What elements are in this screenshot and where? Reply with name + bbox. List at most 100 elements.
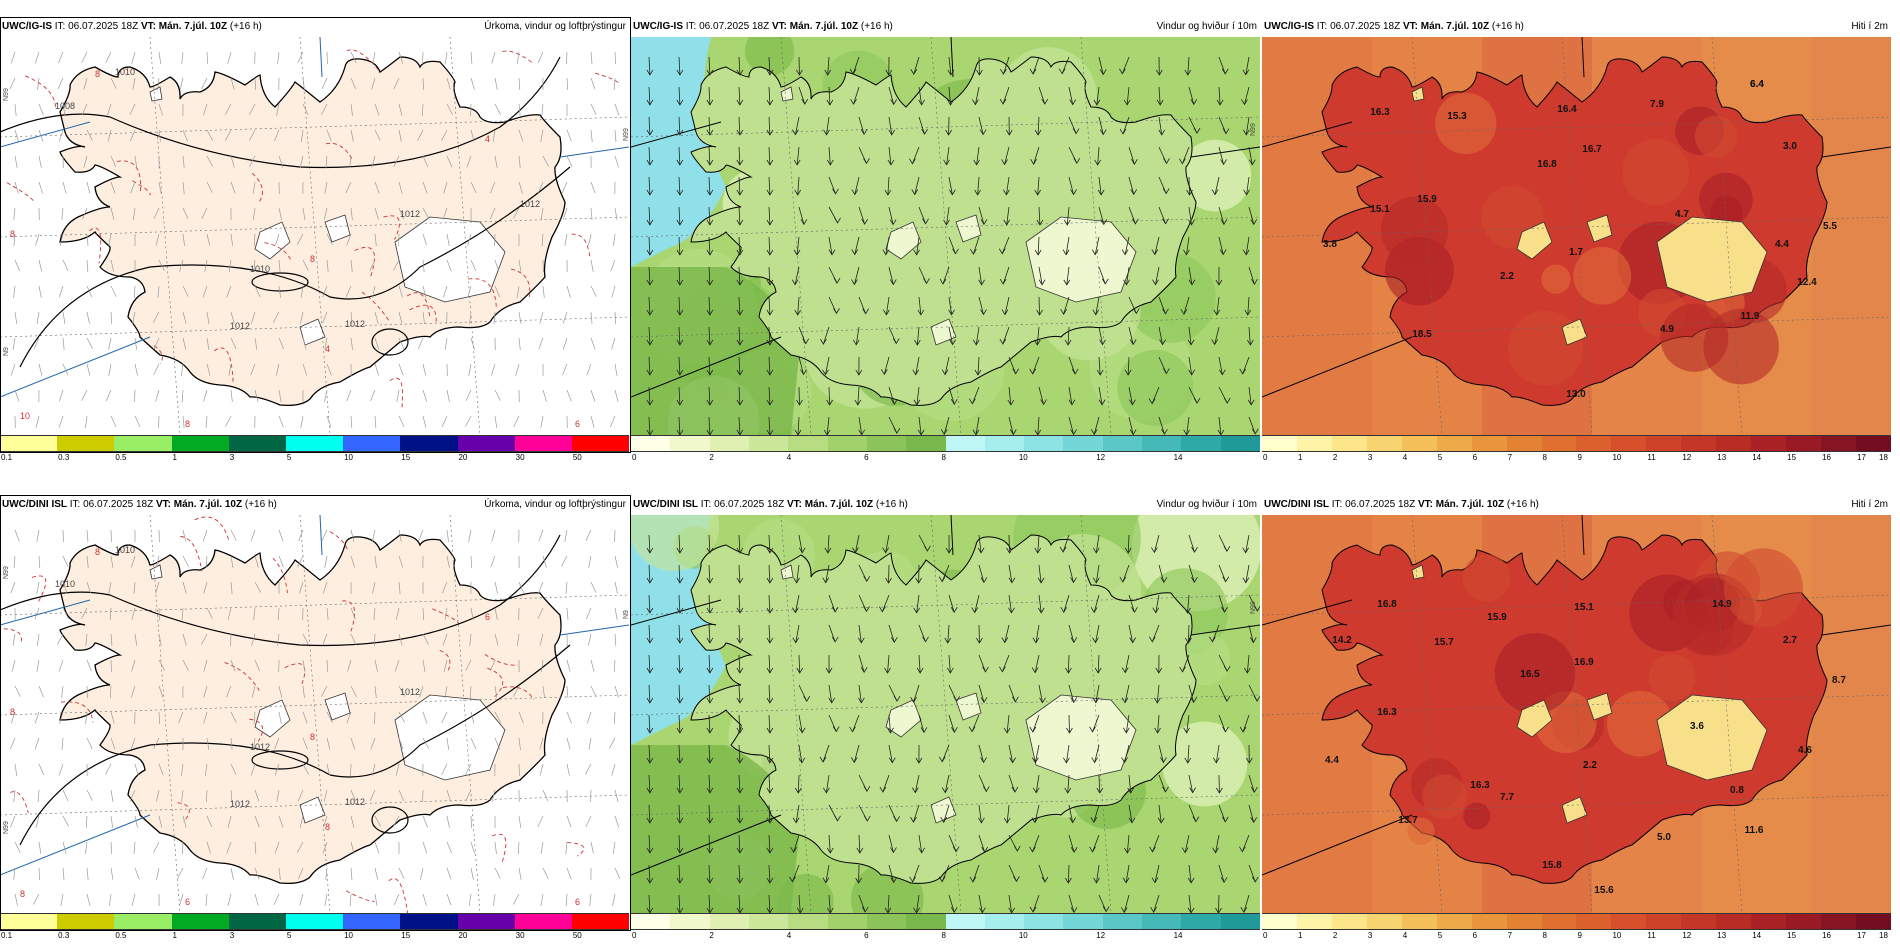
wind-barb bbox=[134, 815, 138, 828]
wind-arrow bbox=[858, 624, 862, 643]
wind-arrow bbox=[706, 817, 714, 824]
wind-arrow bbox=[676, 69, 684, 76]
wind-barb bbox=[278, 867, 281, 880]
wind-barb bbox=[614, 155, 619, 168]
wind-arrow bbox=[1124, 684, 1130, 703]
wind-barb bbox=[493, 311, 496, 324]
glacier bbox=[1516, 221, 1553, 260]
wind-arrow bbox=[828, 894, 831, 913]
wind-arrow bbox=[947, 99, 954, 106]
wind-arrow bbox=[1036, 219, 1044, 226]
wind-barb bbox=[14, 763, 18, 776]
wind-barb bbox=[37, 77, 40, 90]
wind-barb bbox=[254, 581, 261, 593]
wind-barb bbox=[609, 737, 616, 749]
wind-barb bbox=[590, 259, 594, 272]
wind-arrow bbox=[862, 308, 869, 315]
wind-barb bbox=[613, 233, 616, 246]
wind-arrow bbox=[676, 877, 684, 884]
isobar-label: 1012 bbox=[520, 199, 540, 209]
wind-barb bbox=[398, 737, 404, 750]
wind-barb bbox=[278, 389, 282, 402]
wind-arrow bbox=[1150, 906, 1157, 913]
temperature-patch bbox=[1676, 596, 1735, 656]
wind-barb bbox=[470, 711, 475, 724]
wind-arrow bbox=[1070, 577, 1077, 584]
wind-arrow bbox=[738, 774, 741, 793]
wind-barb bbox=[110, 259, 115, 272]
wind-barb bbox=[110, 77, 117, 89]
wind-barb bbox=[349, 893, 352, 906]
wind-arrow bbox=[793, 249, 801, 256]
wind-speed-blob bbox=[745, 37, 795, 76]
sector-line bbox=[319, 515, 323, 556]
wind-arrow bbox=[948, 56, 952, 75]
wind-arrow bbox=[1091, 757, 1098, 764]
wind-arrow bbox=[887, 176, 890, 195]
wind-barb bbox=[393, 77, 400, 90]
wind-arrow bbox=[1005, 176, 1010, 195]
wind-arrow bbox=[944, 774, 950, 793]
wind-arrow bbox=[768, 894, 771, 913]
wind-barb bbox=[202, 529, 208, 542]
wind-barb bbox=[300, 415, 304, 428]
wind-arrow bbox=[1152, 834, 1160, 852]
wind-barb bbox=[61, 737, 64, 750]
wind-barb bbox=[494, 633, 499, 646]
wind-arrow bbox=[1128, 804, 1133, 823]
wind-arrow bbox=[708, 744, 711, 763]
scale-tick-label: 6 bbox=[864, 453, 869, 462]
wind-arrow bbox=[1008, 907, 1016, 913]
wind-barb bbox=[540, 207, 544, 220]
wind-arrow bbox=[1037, 116, 1040, 135]
wind-arrow bbox=[888, 624, 895, 643]
longitude-line bbox=[780, 515, 812, 913]
isobar-label: 1010 bbox=[115, 545, 135, 555]
wind-arrow bbox=[1037, 607, 1045, 614]
wind-arrow bbox=[1217, 429, 1225, 435]
wind-barb bbox=[153, 337, 160, 350]
sector-line bbox=[1821, 624, 1891, 636]
wind-arrow bbox=[1092, 547, 1100, 554]
panel-title: Hiti í 2m bbox=[1851, 21, 1888, 32]
wind-arrow bbox=[918, 654, 921, 673]
wind-barb bbox=[36, 659, 40, 672]
wind-barb bbox=[178, 711, 184, 724]
wind-arrow bbox=[678, 804, 681, 823]
wind-barb bbox=[611, 285, 616, 298]
wind-arrow bbox=[706, 607, 714, 614]
wind-barb bbox=[274, 841, 280, 854]
scale-swatch bbox=[228, 436, 286, 451]
wind-arrow bbox=[913, 399, 921, 406]
wind-arrow bbox=[708, 146, 711, 165]
wind-arrow bbox=[883, 356, 890, 375]
wind-barb bbox=[490, 363, 496, 376]
wind-arrow bbox=[676, 189, 684, 196]
wind-barb bbox=[609, 415, 616, 428]
wind-arrow bbox=[982, 786, 990, 793]
temperature-label: 16.4 bbox=[1557, 104, 1577, 115]
scale-swatch bbox=[1181, 914, 1221, 929]
wind-barb bbox=[275, 233, 280, 246]
wind-barb bbox=[324, 389, 328, 402]
wind-barb bbox=[297, 789, 304, 802]
wind-arrow bbox=[1097, 146, 1100, 165]
wind-arrow bbox=[736, 69, 744, 76]
wind-barb bbox=[350, 129, 354, 142]
wind-arrow bbox=[1059, 546, 1067, 553]
wind-arrow bbox=[766, 637, 774, 644]
longitude-line bbox=[299, 515, 331, 913]
wind-arrow bbox=[1163, 158, 1170, 165]
wind-barb bbox=[417, 337, 424, 350]
wind-barb bbox=[86, 737, 93, 749]
wind-barb bbox=[86, 529, 89, 542]
panel-header: UWC/IG-IS IT: 06.07.2025 18Z VT: Mán. 7.… bbox=[631, 17, 1260, 37]
wind-arrow bbox=[1098, 116, 1104, 135]
wind-arrow bbox=[768, 116, 771, 135]
wind-arrow bbox=[1007, 399, 1015, 406]
wind-arrow bbox=[766, 577, 774, 584]
wind-barb bbox=[446, 737, 450, 750]
wind-barb bbox=[422, 711, 428, 724]
wind-arrow bbox=[1188, 266, 1193, 285]
wind-barb bbox=[541, 103, 544, 116]
